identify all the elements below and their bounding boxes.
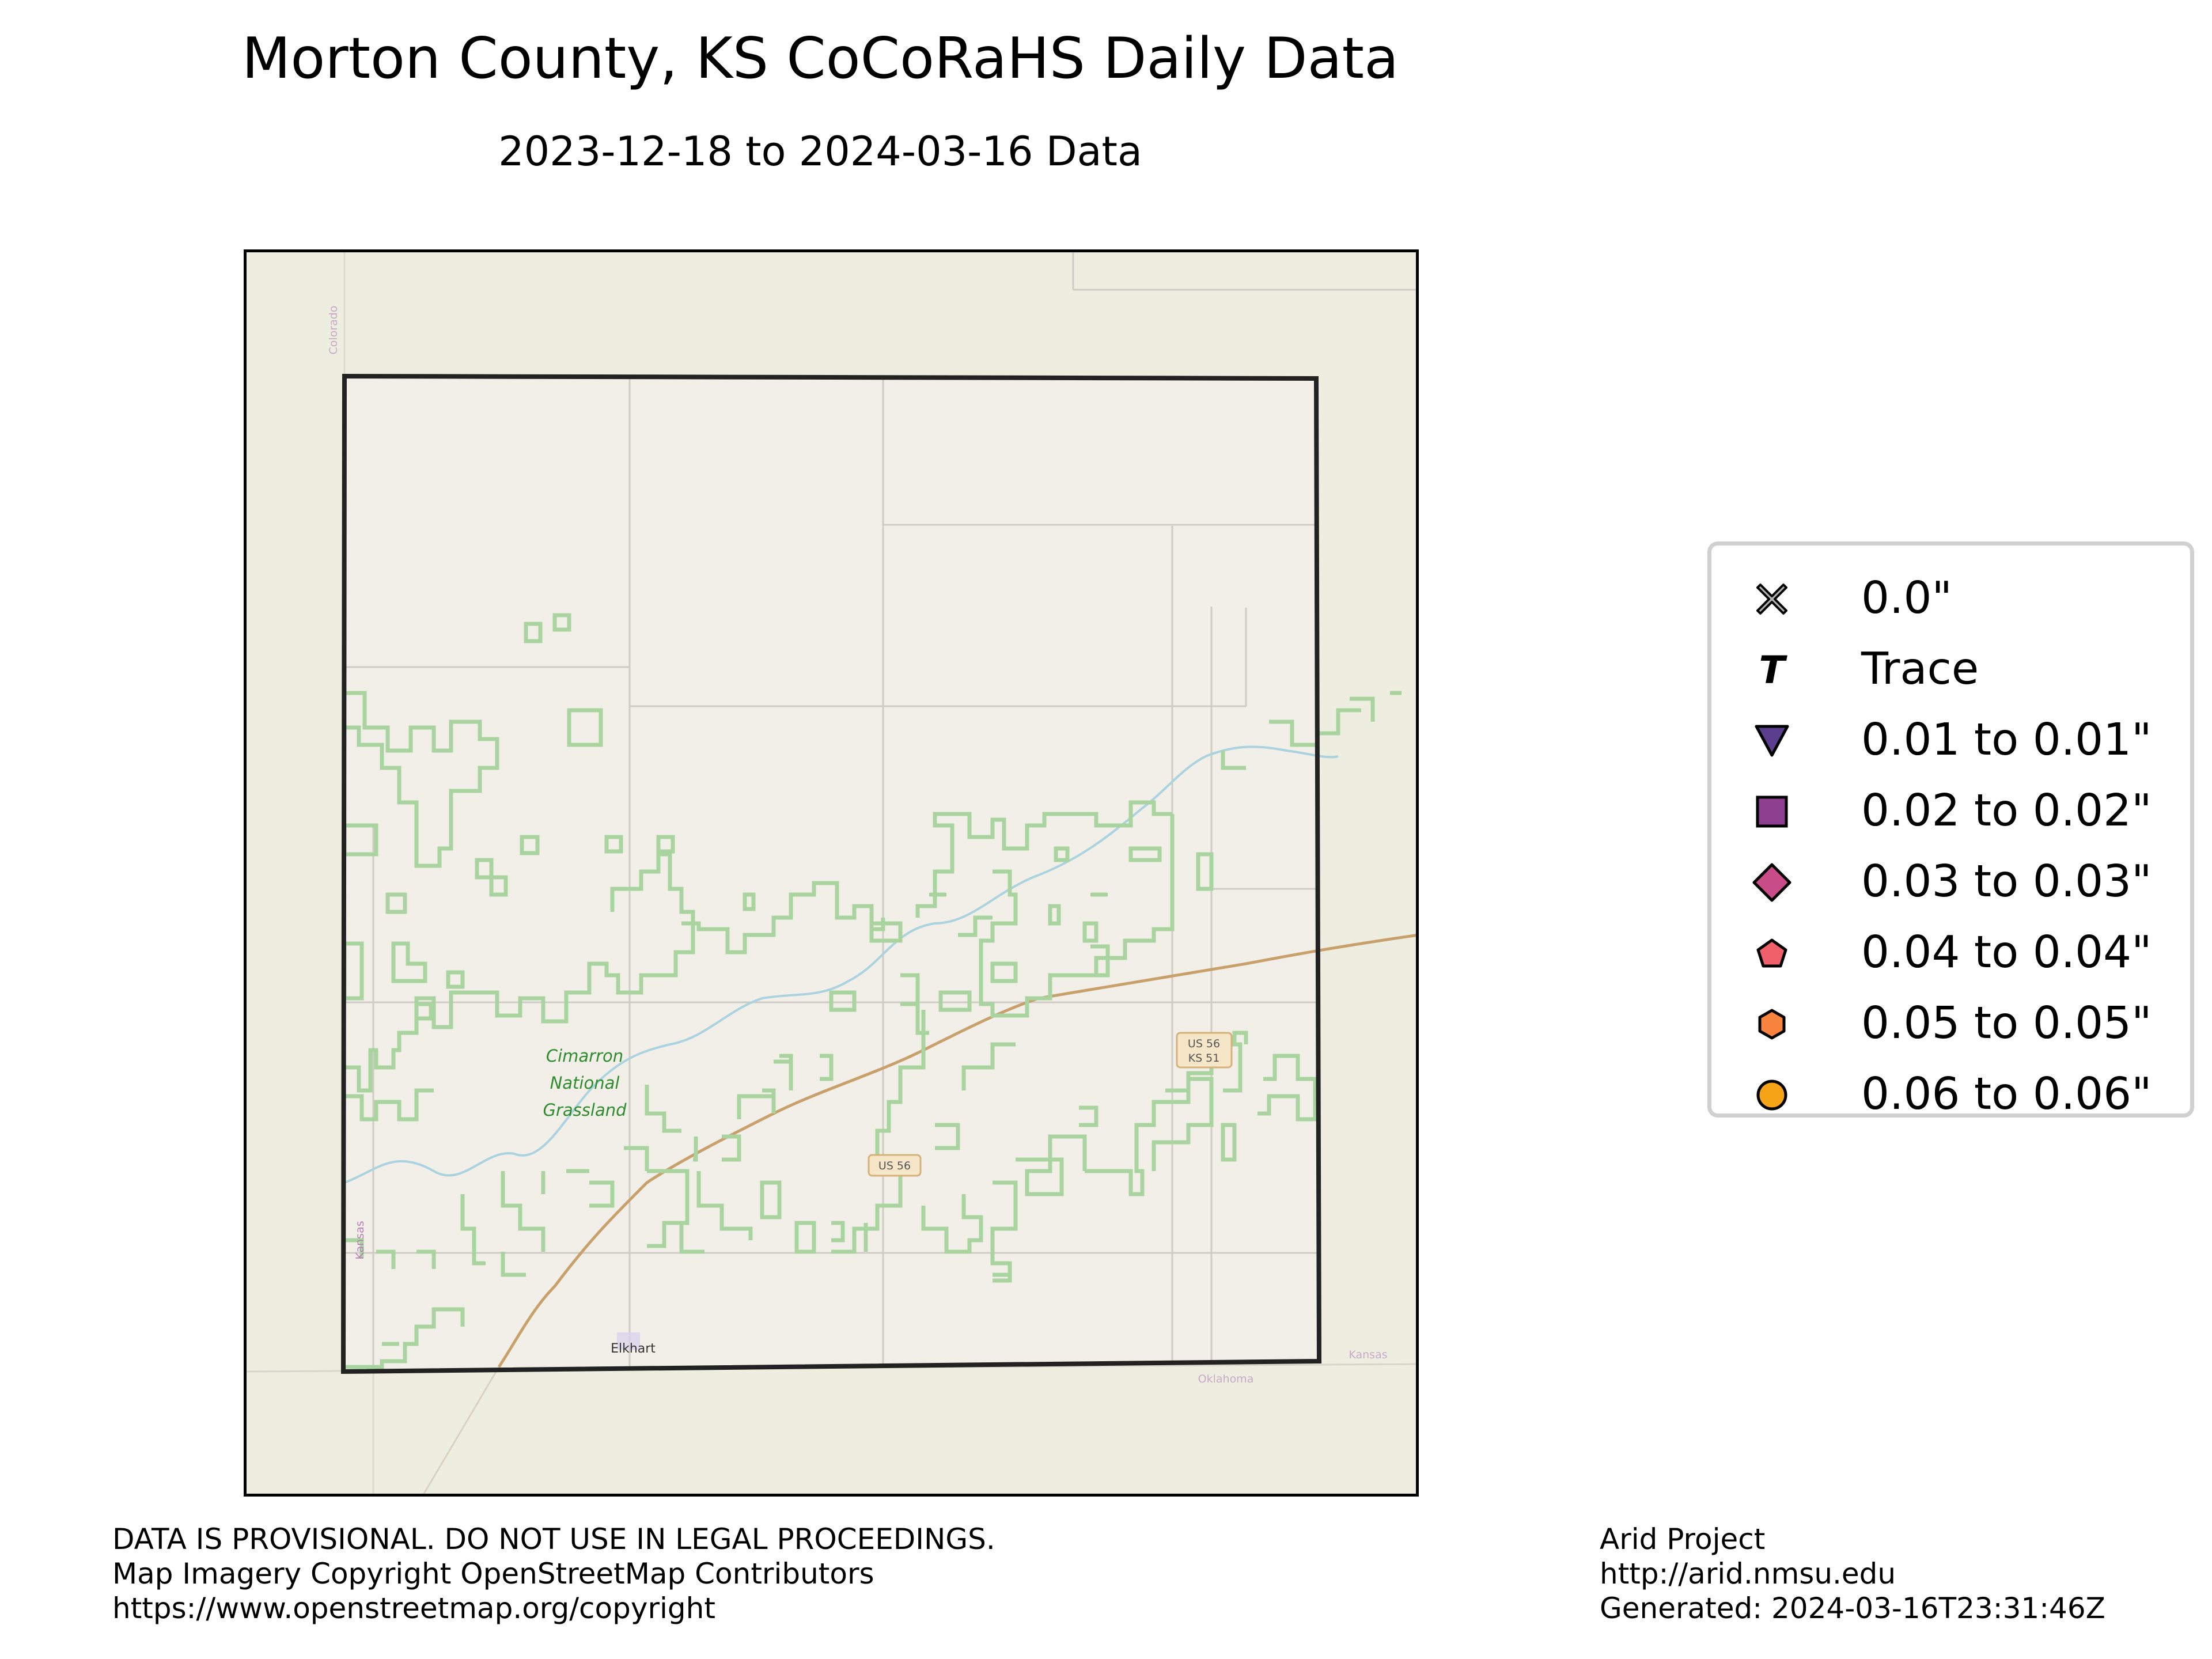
pentagon-marker-icon	[1756, 938, 1787, 968]
chart-subtitle: 2023-12-18 to 2024-03-16 Data	[498, 128, 1142, 175]
x-marker-icon	[1756, 584, 1787, 615]
secondary-road	[421, 1366, 500, 1497]
cimarron-river	[344, 745, 1339, 1184]
legend-item-001: 0.01 to 0.01"	[1711, 704, 2190, 774]
state-label-kansas-west: Kansas	[354, 1221, 366, 1259]
grassland-label: Cimarron National Grassland	[543, 1046, 627, 1120]
legend: 0.0" T Trace 0.01 to 0.01" 0.02 to 0.02"…	[1707, 541, 2194, 1120]
disclaimer-text: DATA IS PROVISIONAL. DO NOT USE IN LEGAL…	[112, 1522, 995, 1556]
osm-copyright-link[interactable]: https://www.openstreetmap.org/copyright	[112, 1592, 715, 1625]
legend-label: Trace	[1861, 643, 1979, 695]
generated-timestamp: Generated: 2024-03-16T23:31:46Z	[1600, 1592, 2105, 1625]
circle-marker-icon	[1756, 1080, 1787, 1111]
svg-text:KS 51: KS 51	[1188, 1052, 1220, 1065]
elkhart-town	[617, 1332, 640, 1350]
state-label-colorado: Colorado	[327, 306, 340, 355]
highway-shield-us56: US 56	[868, 1154, 922, 1177]
chart-title: Morton County, KS CoCoRaHS Daily Data	[241, 26, 1399, 92]
footer-credits: Arid Project http://arid.nmsu.edu Genera…	[1600, 1522, 2105, 1626]
square-marker-icon	[1756, 796, 1788, 828]
legend-label: 0.05 to 0.05"	[1861, 998, 2152, 1049]
project-link[interactable]: http://arid.nmsu.edu	[1600, 1557, 1896, 1590]
legend-item-002: 0.02 to 0.02"	[1711, 775, 2190, 844]
hexagon-marker-icon	[1758, 1009, 1786, 1040]
legend-label: 0.0"	[1861, 573, 1952, 624]
county-map: Cimarron National Grassland Elkhart US 5…	[244, 249, 1419, 1497]
t-marker-icon: T	[1759, 650, 1787, 690]
legend-item-trace: T Trace	[1711, 634, 2190, 703]
legend-label: 0.04 to 0.04"	[1861, 927, 2152, 978]
project-name: Arid Project	[1600, 1522, 1766, 1556]
footer-disclaimer: DATA IS PROVISIONAL. DO NOT USE IN LEGAL…	[112, 1522, 995, 1626]
svg-text:US 56: US 56	[878, 1160, 911, 1172]
grassland-outlines	[342, 613, 1402, 1369]
map-frame-border	[244, 249, 1419, 1497]
legend-item-zero: 0.0"	[1711, 563, 2190, 632]
triangle-down-marker-icon	[1755, 725, 1789, 757]
legend-item-003: 0.03 to 0.03"	[1711, 846, 2190, 915]
highway-us56	[497, 933, 1419, 1368]
legend-label: 0.02 to 0.02"	[1861, 785, 2152, 836]
svg-text:Grassland: Grassland	[543, 1100, 627, 1120]
state-label-oklahoma: Oklahoma	[1198, 1373, 1254, 1385]
svg-text:T: T	[1759, 650, 1787, 690]
osm-copyright-text: Map Imagery Copyright OpenStreetMap Cont…	[112, 1557, 874, 1590]
svg-text:US 56: US 56	[1188, 1037, 1220, 1050]
svg-text:Cimarron: Cimarron	[546, 1046, 623, 1066]
county-area	[343, 376, 1319, 1372]
legend-item-004: 0.04 to 0.04"	[1711, 917, 2190, 986]
county-border	[340, 373, 1322, 1374]
state-label-kansas-south: Kansas	[1349, 1349, 1387, 1361]
legend-item-005: 0.05 to 0.05"	[1711, 988, 2190, 1057]
elkhart-label: Elkhart	[611, 1342, 656, 1356]
legend-item-006: 0.06 to 0.06"	[1711, 1059, 2190, 1128]
svg-text:National: National	[550, 1073, 620, 1093]
legend-label: 0.03 to 0.03"	[1861, 856, 2152, 907]
highway-shield-us56-ks51: US 56 KS 51	[1176, 1032, 1233, 1069]
legend-label: 0.06 to 0.06"	[1861, 1069, 2152, 1120]
diamond-marker-icon	[1752, 863, 1791, 902]
legend-label: 0.01 to 0.01"	[1861, 714, 2152, 766]
